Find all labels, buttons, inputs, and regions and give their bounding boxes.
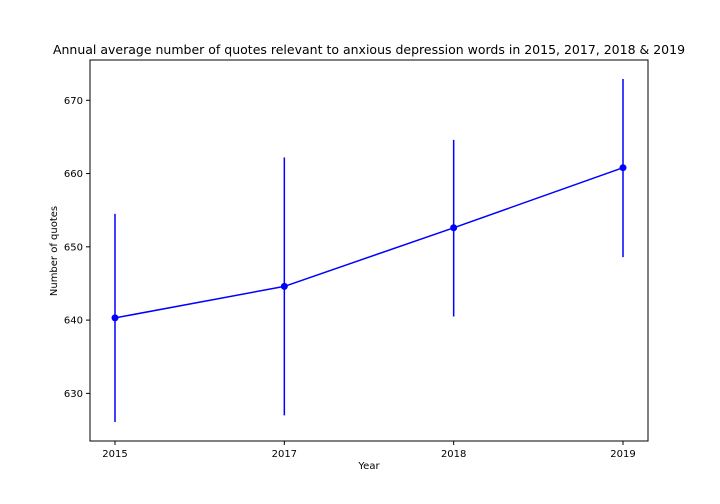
plot-area-frame [89, 59, 649, 442]
x-tick-label: 2019 [610, 449, 635, 460]
y-axis-ticks: 630 640 650 660 670 [64, 96, 90, 400]
data-point [619, 164, 627, 172]
error-bars [114, 79, 624, 422]
data-point [280, 282, 288, 290]
x-tick-label: 2018 [441, 449, 466, 460]
y-tick-label: 630 [64, 389, 83, 400]
y-tick-label: 670 [64, 96, 83, 107]
y-axis-label: Number of quotes [49, 206, 60, 296]
data-point [450, 224, 458, 232]
series-line [114, 166, 624, 319]
series-line-group [114, 166, 624, 319]
y-tick-label: 650 [64, 242, 83, 253]
y-tick-label: 660 [64, 169, 83, 180]
x-axis-label: Year [357, 461, 380, 472]
data-point [111, 314, 119, 322]
x-tick-label: 2017 [272, 449, 297, 460]
chart-title: Annual average number of quotes relevant… [53, 42, 685, 57]
y-tick-label: 640 [64, 316, 83, 327]
data-point-markers [111, 164, 627, 322]
x-tick-label: 2015 [102, 449, 127, 460]
x-axis-ticks: 2015 2017 2018 2019 [102, 441, 636, 460]
